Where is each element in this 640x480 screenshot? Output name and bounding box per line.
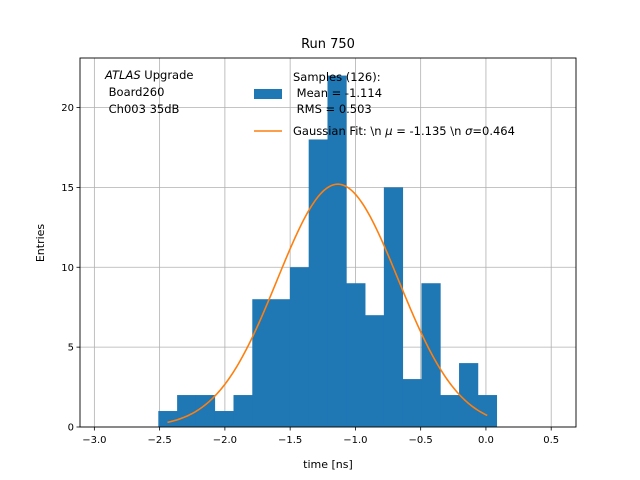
histogram-bar [271,299,291,427]
x-axis-ticks: −3.0 −2.5 −2.0 −1.5 −1.0 −0.5 0.0 0.5 [82,427,559,446]
x-tick-label: −1.5 [278,435,302,446]
histogram-bar [440,395,460,427]
histogram-bars [158,75,498,428]
chart-title: Run 750 [301,37,355,52]
fit-curve-group [167,183,488,424]
histogram-bar [346,283,366,427]
legend-samples-line-2: Mean = -1.114 [293,86,382,100]
plot-frame [79,57,577,428]
legend-fit-label: Gaussian Fit: \n μ = -1.135 \n σ=0.464 [293,124,515,138]
y-tick-label: 0 [68,423,74,434]
legend-fit-sigma: σ [465,124,473,138]
annotation-atlas: ATLAS [104,68,141,82]
x-axis-label: time [ns] [303,458,353,471]
histogram-bar [289,267,310,427]
legend-samples-line-3: RMS = 0.503 [293,102,372,116]
histogram-bar [365,315,385,427]
histogram-bar [402,379,422,427]
y-tick-label: 20 [61,103,74,114]
annotation-line-2: Board260 [105,85,164,99]
histogram-bar [477,395,498,427]
annotation-line-1: ATLAS Upgrade [104,68,193,82]
histogram-bar [421,283,441,427]
legend-fit-text-mid: = -1.135 \n [393,124,466,138]
legend-samples-swatch [254,89,282,99]
gaussian-fit-curve [167,183,488,424]
histogram-bar [177,395,197,427]
y-tick-label: 10 [61,263,74,274]
histogram-bar [327,75,347,428]
histogram-bar [158,411,178,427]
x-tick-label: −2.5 [147,435,171,446]
x-tick-label: 0.0 [478,435,494,446]
y-tick-label: 15 [61,183,74,194]
legend-fit-text-pre: Gaussian Fit: \n [293,124,385,138]
annotation-upgrade: Upgrade [141,68,194,82]
x-tick-label: −1.0 [343,435,367,446]
x-tick-label: −2.0 [213,435,237,446]
histogram-bar [459,363,479,427]
legend-fit-text-post: =0.464 [472,124,515,138]
x-tick-label: −3.0 [82,435,106,446]
annotation-line-3: Ch003 35dB [105,102,180,116]
y-axis-label: Entries [34,224,47,263]
histogram-bar [233,395,253,427]
x-tick-label: −0.5 [409,435,433,446]
x-tick-label: 0.5 [543,435,559,446]
legend-fit-mu: μ [384,124,392,138]
histogram-bar [383,187,404,427]
histogram-bar [252,299,272,427]
y-axis-ticks: 0 5 10 15 20 [61,103,80,434]
histogram-bar [214,411,234,427]
histogram-bar [195,395,216,427]
legend: Samples (126): Mean = -1.114 RMS = 0.503… [254,70,515,138]
legend-samples-line-1: Samples (126): [293,70,381,84]
y-tick-label: 5 [68,343,74,354]
atlas-annotation: ATLAS Upgrade Board260 Ch003 35dB [104,68,193,116]
histogram-bar [308,139,328,427]
